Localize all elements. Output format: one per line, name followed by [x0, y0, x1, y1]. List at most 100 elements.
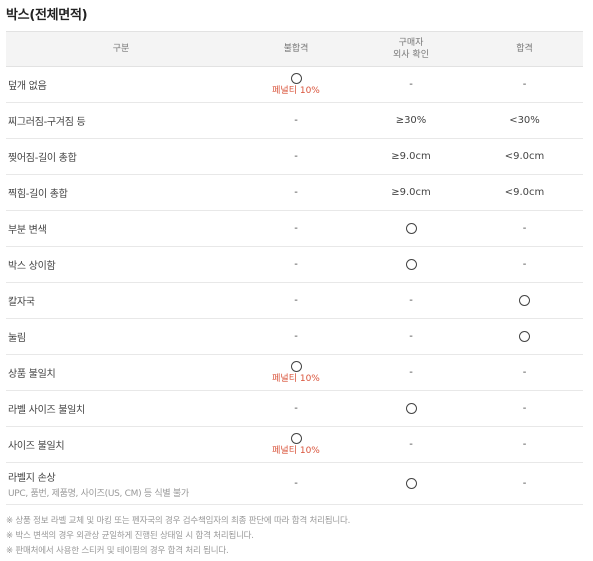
penalty-note: 페널티 10%	[272, 445, 320, 456]
cell-value: <30%	[509, 115, 540, 126]
row-cell-c4: -	[466, 426, 583, 463]
row-cell-c3	[356, 246, 466, 283]
cell-value: -	[294, 223, 298, 234]
table-row: 상품 불일치 페널티 10% - -	[6, 354, 583, 391]
circle-mark-icon	[405, 402, 417, 414]
circle-mark-icon	[519, 330, 530, 342]
cell-value: -	[294, 259, 298, 270]
cell-value: -	[294, 151, 298, 162]
row-cell-c2: -	[236, 174, 356, 211]
row-cell-c3: ≥30%	[356, 102, 466, 139]
circle-mark-icon	[405, 258, 417, 270]
row-label-text: 상품 불일치	[8, 369, 56, 380]
row-label-text: 박스 상이함	[8, 261, 56, 272]
row-cell-c2: -	[236, 138, 356, 175]
page-title: 박스(전체면적)	[6, 8, 88, 23]
cell-value: -	[409, 367, 413, 378]
table-row: 박스 상이함 - -	[6, 246, 583, 283]
row-label-text: 덮개 없음	[8, 81, 47, 92]
cell-value: ≥30%	[395, 115, 427, 126]
row-cell-c2: -	[236, 318, 356, 355]
cell-value: <9.0cm	[504, 151, 545, 162]
row-cell-c4: -	[466, 354, 583, 391]
row-cell-c4: <9.0cm	[466, 138, 583, 175]
row-label-text: 찍힘-길이 총합	[8, 189, 68, 200]
cell-value: -	[294, 403, 298, 414]
row-cell-c4: -	[466, 390, 583, 427]
cell-value: -	[294, 187, 298, 198]
row-cell-c3	[356, 390, 466, 427]
cell-value: -	[522, 367, 527, 378]
row-cell-c4	[466, 318, 583, 355]
row-label-text: 부분 변색	[8, 225, 47, 236]
row-cell-c4: -	[466, 462, 583, 505]
circle-mark-icon	[290, 361, 302, 373]
footnotes: ※ 상품 정보 라벨 교체 및 마킹 또는 펜자국의 경우 검수책임자의 최종 …	[6, 514, 350, 559]
table-row: 부분 변색 - -	[6, 210, 583, 247]
row-cell-c2: -	[236, 102, 356, 139]
cell-value: -	[522, 403, 527, 414]
table-row: 찍힘-길이 총합 - ≥9.0cm <9.0cm	[6, 174, 583, 211]
row-label: 라벨 사이즈 불일치	[6, 390, 236, 427]
row-cell-c2: -	[236, 462, 356, 505]
row-cell-c3: ≥9.0cm	[356, 174, 466, 211]
header-buyer-check: 구매자 외사 확인	[356, 31, 466, 67]
cell-value: -	[409, 79, 413, 90]
row-label: 박스 상이함	[6, 246, 236, 283]
cell-value: -	[522, 79, 527, 90]
cell-value: -	[409, 331, 413, 342]
row-cell-c3: -	[356, 282, 466, 319]
cell-value: -	[294, 478, 298, 489]
row-cell-c4	[466, 282, 583, 319]
table-row: 찢어짐-길이 총합 - ≥9.0cm <9.0cm	[6, 138, 583, 175]
table-row: 찌그러짐-구겨짐 등 - ≥30% <30%	[6, 102, 583, 139]
row-cell-c4: -	[466, 246, 583, 283]
header-category: 구분	[6, 31, 236, 67]
footnote: ※ 상품 정보 라벨 교체 및 마킹 또는 펜자국의 경우 검수책임자의 최종 …	[6, 516, 351, 526]
row-label: 눌림	[6, 318, 236, 355]
row-label-text: 사이즈 불일치	[8, 441, 65, 452]
cell-value: ≥9.0cm	[391, 151, 431, 162]
row-label-text: 눌림	[8, 333, 26, 344]
cell-value: -	[522, 259, 527, 270]
row-label-text: 라벨지 손상	[8, 472, 56, 484]
cell-value: -	[522, 223, 527, 234]
row-label: 부분 변색	[6, 210, 236, 247]
cell-value: ≥9.0cm	[391, 187, 431, 198]
row-cell-c3: -	[356, 354, 466, 391]
row-cell-c4: -	[466, 66, 583, 103]
penalty-note: 페널티 10%	[272, 85, 320, 96]
row-cell-c3	[356, 462, 466, 505]
row-cell-c2: -	[236, 390, 356, 427]
inspection-table: 구분 불합격 구매자 외사 확인 합격 덮개 없음 페널티 10% - - 찌그러짐-구…	[6, 31, 583, 505]
cell-value: -	[522, 478, 527, 489]
cell-value: -	[409, 439, 413, 450]
row-label-text: 찢어짐-길이 총합	[8, 153, 77, 164]
row-cell-c3: -	[356, 426, 466, 463]
cell-value: <9.0cm	[504, 187, 545, 198]
row-label-text: 칼자국	[8, 297, 35, 308]
cell-value: -	[294, 295, 298, 306]
row-cell-c4: -	[466, 210, 583, 247]
row-label: 덮개 없음	[6, 66, 236, 103]
circle-mark-icon	[519, 294, 530, 306]
circle-mark-icon	[290, 73, 302, 85]
cell-value: -	[409, 295, 413, 306]
row-label: 찌그러짐-구겨짐 등	[6, 102, 236, 139]
footnote: ※ 박스 변색의 경우 외관상 균일하게 진행된 상태일 시 합격 처리됩니다.	[6, 531, 254, 541]
row-cell-c3: ≥9.0cm	[356, 138, 466, 175]
table-row: 사이즈 불일치 페널티 10% - -	[6, 426, 583, 463]
footnote: ※ 판매처에서 사용한 스티커 및 테이핑의 경우 합격 처리 됩니다.	[6, 546, 229, 556]
header-buyer-check-line1: 구매자	[398, 38, 424, 48]
table-row: 라벨 사이즈 불일치 - -	[6, 390, 583, 427]
table-row: 라벨지 손상 UPC, 품번, 제품명, 사이즈(US, CM) 등 식별 불가 -…	[6, 462, 583, 505]
header-fail: 불합격	[236, 31, 356, 67]
circle-mark-icon	[405, 222, 417, 234]
row-label: 라벨지 손상 UPC, 품번, 제품명, 사이즈(US, CM) 등 식별 불가	[6, 462, 236, 505]
table-row: 눌림 - -	[6, 318, 583, 355]
row-label: 상품 불일치	[6, 354, 236, 391]
penalty-note: 페널티 10%	[272, 373, 320, 384]
row-cell-c2: -	[236, 210, 356, 247]
row-cell-c2: 페널티 10%	[236, 354, 356, 391]
header-pass: 합격	[466, 31, 583, 67]
